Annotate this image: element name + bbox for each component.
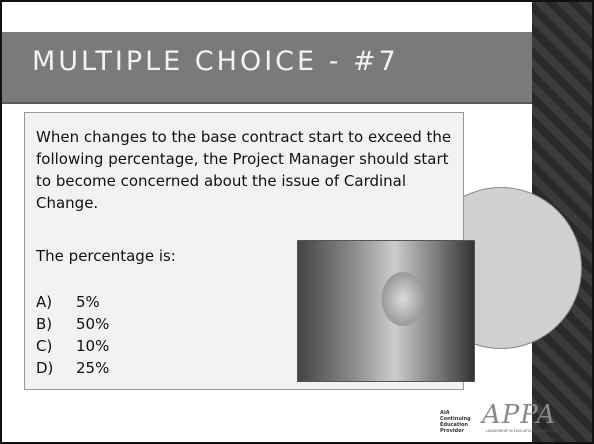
title-bar: MULTIPLE CHOICE - #7 <box>2 32 532 104</box>
option-text: 5% <box>76 293 100 311</box>
option-text: 10% <box>76 337 109 355</box>
appa-logo: APPA <box>482 400 556 430</box>
question-text: When changes to the base contract start … <box>36 126 456 214</box>
slide: MULTIPLE CHOICE - #7 When changes to the… <box>0 0 594 444</box>
slide-title: MULTIPLE CHOICE - #7 <box>32 46 399 77</box>
option-text: 50% <box>76 315 109 333</box>
option: A)5% <box>36 293 100 311</box>
option-text: 25% <box>76 359 109 377</box>
question-prompt: The percentage is: <box>36 247 176 265</box>
option-letter: D) <box>36 359 76 377</box>
option: B)50% <box>36 315 109 333</box>
option-letter: A) <box>36 293 76 311</box>
option-letter: C) <box>36 337 76 355</box>
option-letter: B) <box>36 315 76 333</box>
option: C)10% <box>36 337 109 355</box>
photo <box>297 240 475 382</box>
option: D)25% <box>36 359 109 377</box>
aia-text: Provider <box>440 428 471 434</box>
appa-tagline: LEADERSHIP IN EDUCATIONAL FACILITIES <box>486 429 558 433</box>
